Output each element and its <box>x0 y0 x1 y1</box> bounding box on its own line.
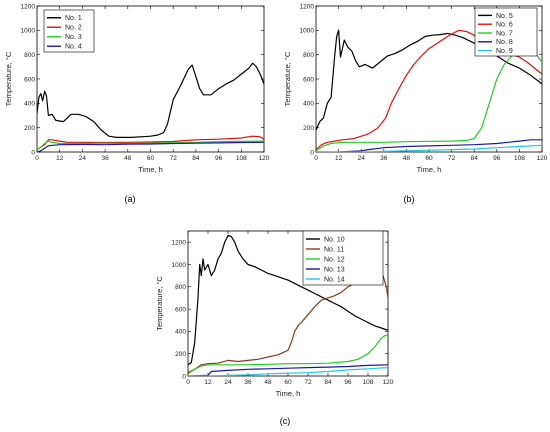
y-tick-label: 400 <box>175 329 186 336</box>
y-tick-label: 600 <box>24 76 35 83</box>
legend-label-no-11: No. 11 <box>324 246 344 253</box>
y-tick-label: 600 <box>175 306 186 313</box>
x-tick-label: 36 <box>244 379 252 386</box>
legend-label-no-12: No. 12 <box>324 256 345 263</box>
x-tick-label: 36 <box>380 155 388 162</box>
y-tick-label: 1200 <box>172 239 187 246</box>
panel-label: (a) <box>125 194 136 204</box>
x-tick-label: 108 <box>363 379 374 386</box>
series-line-no-12 <box>188 334 388 375</box>
x-tick-label: 108 <box>236 155 247 162</box>
legend: No. 1 No. 2 No. 3 No. 4 <box>43 9 95 53</box>
y-tick-label: 200 <box>303 125 314 132</box>
series-lines <box>37 62 264 152</box>
chart-panel-b: 0 12 24 36 48 60 72 84 96 108 12002004006008001000… <box>283 3 548 204</box>
x-tick-label: 60 <box>284 379 292 386</box>
legend-label-no-9: No. 9 <box>496 48 513 55</box>
x-tick-label: 0 <box>186 379 190 386</box>
x-tick-label: 0 <box>35 155 39 162</box>
series-line-no-3 <box>37 140 264 151</box>
y-tick-label: 800 <box>24 52 35 59</box>
series-line-no-8 <box>316 139 542 152</box>
legend-label-no-8: No. 8 <box>496 39 513 46</box>
legend-label-no-2: No. 2 <box>65 25 82 32</box>
series-line-no-4 <box>37 141 264 152</box>
x-tick-label: 24 <box>79 155 87 162</box>
x-tick-label: 60 <box>147 155 155 162</box>
x-tick-label: 96 <box>344 379 352 386</box>
chart-panel-a: 0 12 24 36 48 60 72 84 96 108 12002004006008001000… <box>4 3 270 204</box>
y-tick-label: 400 <box>303 101 314 108</box>
legend-label-no-5: No. 5 <box>496 13 513 20</box>
y-axis-title: Temperature, °C <box>155 276 164 331</box>
panel-label: (b) <box>404 194 415 204</box>
x-tick-label: 72 <box>304 379 312 386</box>
x-tick-label: 48 <box>403 155 411 162</box>
y-tick-label: 200 <box>175 351 186 358</box>
x-tick-label: 84 <box>192 155 200 162</box>
y-tick-label: 400 <box>24 101 35 108</box>
y-tick-label: 1000 <box>21 28 36 35</box>
y-tick-label: 1000 <box>172 262 187 269</box>
x-tick-label: 120 <box>259 155 270 162</box>
legend-box <box>302 230 384 286</box>
x-tick-label: 0 <box>314 155 318 162</box>
series-line-no-2 <box>37 135 264 151</box>
legend-label-no-3: No. 3 <box>65 34 82 41</box>
x-tick-label: 108 <box>514 155 525 162</box>
x-tick-label: 12 <box>204 379 212 386</box>
y-tick-label: 1000 <box>300 28 315 35</box>
legend-label-no-14: No. 14 <box>324 276 345 283</box>
series-lines <box>188 234 388 376</box>
legend-label-no-4: No. 4 <box>65 44 82 51</box>
y-tick-label: 600 <box>303 76 314 83</box>
y-axis-title: Temperature, °C <box>283 51 292 106</box>
legend-label-no-13: No. 13 <box>324 266 345 273</box>
x-tick-label: 120 <box>383 379 394 386</box>
series-line-no-13 <box>188 364 388 376</box>
series-line-no-14 <box>188 367 388 376</box>
y-tick-label: 800 <box>175 284 186 291</box>
x-tick-label: 96 <box>493 155 501 162</box>
x-tick-label: 84 <box>324 379 332 386</box>
legend-box <box>43 9 95 53</box>
x-tick-label: 60 <box>425 155 433 162</box>
x-tick-label: 48 <box>264 379 272 386</box>
y-tick-label: 0 <box>182 373 186 380</box>
x-tick-label: 96 <box>215 155 223 162</box>
legend-label-no-6: No. 6 <box>496 22 513 29</box>
x-tick-label: 84 <box>471 155 479 162</box>
legend: No. 10 No. 11 No. 12 No. 13 No. 14 <box>302 230 384 286</box>
x-tick-label: 36 <box>101 155 109 162</box>
panel-label: (c) <box>280 416 291 426</box>
x-tick-label: 24 <box>224 379 232 386</box>
y-tick-label: 0 <box>310 149 314 156</box>
legend-label-no-1: No. 1 <box>65 15 82 22</box>
series-line-no-1 <box>37 62 264 138</box>
y-tick-label: 0 <box>31 149 35 156</box>
x-tick-label: 12 <box>335 155 343 162</box>
y-tick-label: 1200 <box>21 3 36 10</box>
y-tick-label: 800 <box>303 52 314 59</box>
x-tick-label: 72 <box>448 155 456 162</box>
x-tick-label: 48 <box>124 155 132 162</box>
y-tick-label: 200 <box>24 125 35 132</box>
x-tick-label: 72 <box>170 155 178 162</box>
x-axis-title: Time, h <box>417 165 442 174</box>
legend-label-no-7: No. 7 <box>496 30 513 37</box>
chart-panel-c: 0 12 24 36 48 60 72 84 96 108 12002004006008001000… <box>155 230 394 426</box>
x-axis-title: Time, h <box>276 389 301 398</box>
legend: No. 5 No. 6No. 7 No. 8 No. 9 <box>474 7 538 57</box>
y-tick-label: 1200 <box>300 3 315 10</box>
series-line-no-9 <box>316 144 542 152</box>
legend-label-no-10: No. 10 <box>324 236 345 243</box>
x-axis-title: Time, h <box>138 165 163 174</box>
x-tick-label: 24 <box>358 155 366 162</box>
x-tick-label: 120 <box>537 155 548 162</box>
series-line-no-10 <box>188 234 388 366</box>
y-axis-title: Temperature, °C <box>4 51 13 106</box>
x-tick-label: 12 <box>56 155 64 162</box>
